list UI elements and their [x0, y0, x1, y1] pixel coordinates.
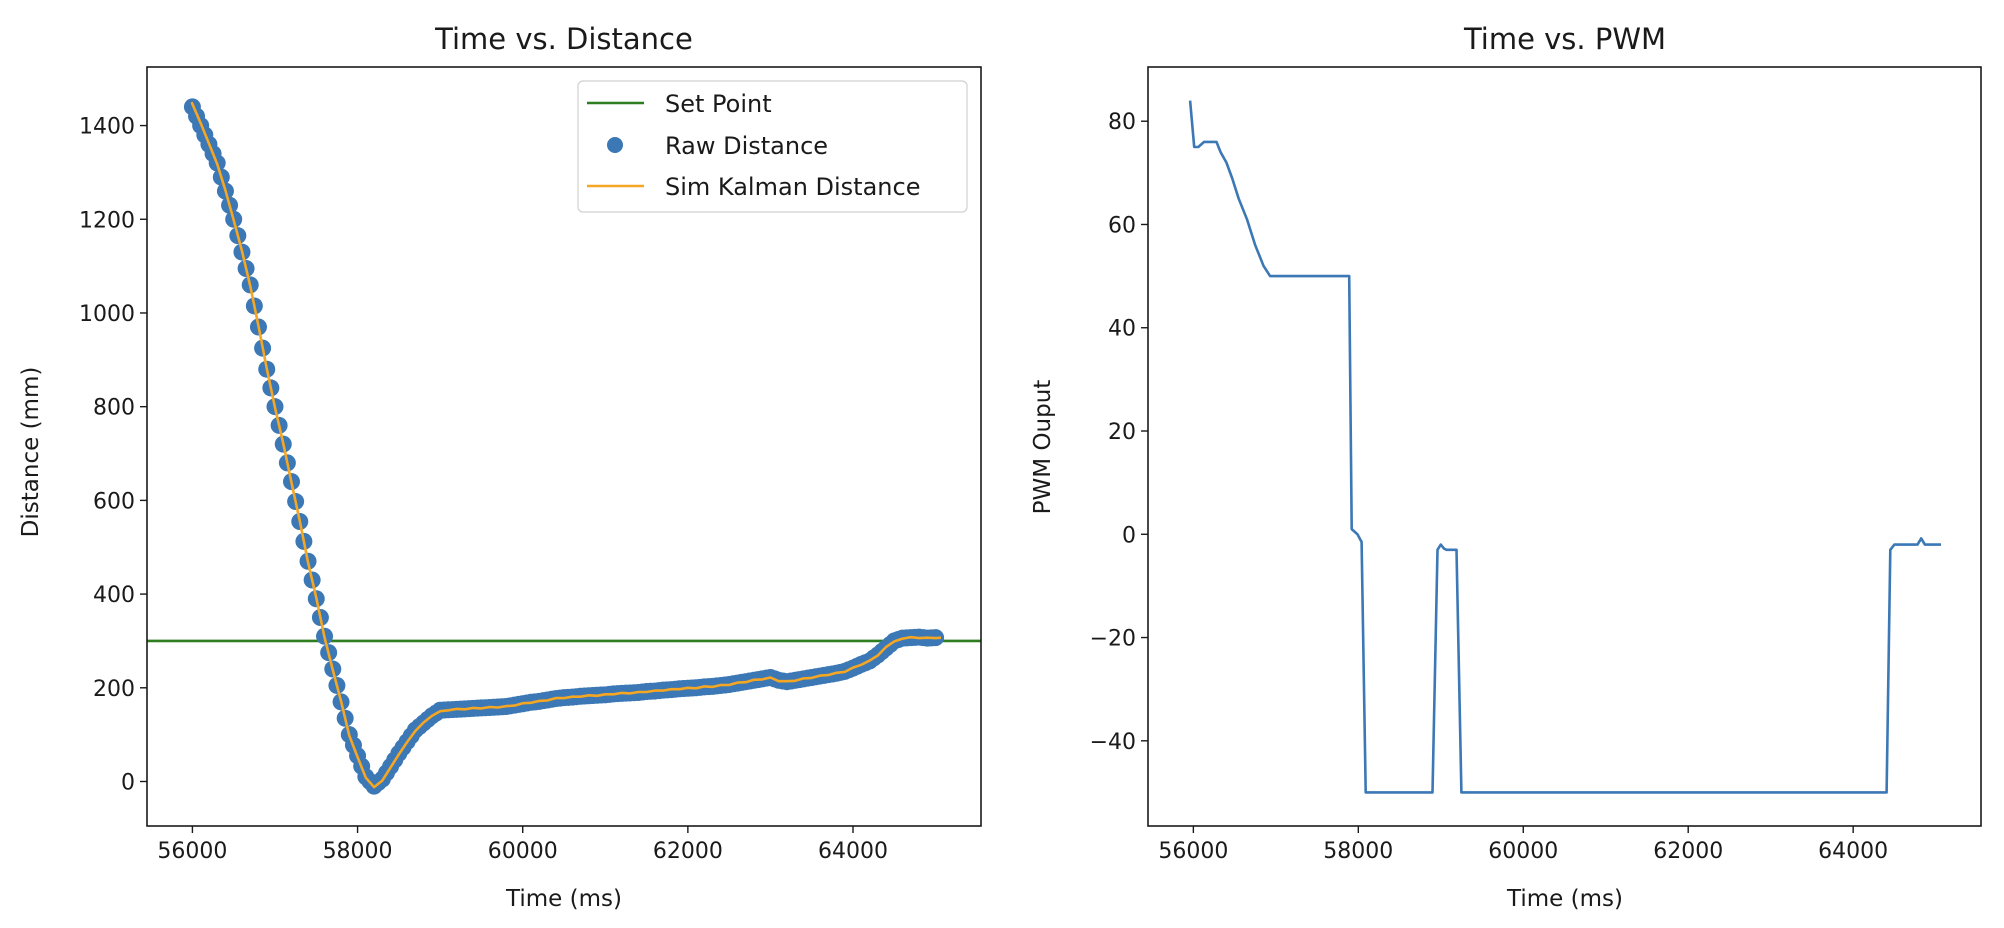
pwm-x-tick-label: 64000: [1818, 839, 1888, 864]
pwm-line: [1188, 100, 1941, 794]
sim-kalman-distance-line: [190, 101, 942, 789]
pwm-x-tick-label: 60000: [1488, 839, 1558, 864]
legend-raw-distance-swatch: [607, 137, 623, 153]
pwm-x-tick-label: 58000: [1323, 839, 1393, 864]
distance-plot-y-ticks: 0 200 400 600 800 1000 1200 1400: [79, 115, 147, 795]
pwm-plot-title: Time vs. PWM: [1463, 22, 1666, 56]
distance-plot-y-label: Distance (mm): [18, 367, 44, 538]
distance-y-tick-label: 1000: [79, 302, 135, 327]
pwm-plot-y-ticks: −40 −20 0 20 40 60 80: [1090, 110, 1148, 755]
distance-x-tick-label: 56000: [157, 839, 227, 864]
pwm-y-tick-label: −40: [1090, 730, 1136, 755]
legend-box: [577, 80, 968, 213]
pwm-plot-x-label: Time (ms): [1506, 886, 1623, 912]
pwm-y-tick-label: −20: [1090, 627, 1136, 652]
distance-x-tick-label: 62000: [653, 839, 723, 864]
distance-y-tick-label: 800: [93, 396, 135, 421]
distance-legend: Set Point Raw Distance Sim Kalman Distan…: [577, 80, 968, 213]
distance-x-tick-label: 60000: [488, 839, 558, 864]
pwm-y-tick-label: 80: [1108, 110, 1136, 135]
distance-y-tick-label: 600: [93, 489, 135, 514]
distance-y-tick-label: 1400: [79, 115, 135, 140]
pwm-plot-x-ticks: 56000 58000 60000 62000 64000: [1158, 826, 1888, 864]
pwm-plot: Time vs. PWM 56000 58000 60000 62000 64000 −…: [1030, 22, 1982, 912]
distance-plot-x-ticks: 56000 58000 60000 62000 64000: [157, 826, 888, 864]
distance-plot-x-label: Time (ms): [505, 886, 622, 912]
distance-series-group: [147, 98, 981, 795]
distance-plot: Time vs. Distance 56000 58000 60000 62000 64…: [18, 22, 982, 912]
pwm-y-tick-label: 40: [1108, 317, 1136, 342]
distance-plot-marks: [147, 98, 981, 795]
pwm-x-tick-label: 56000: [1158, 839, 1228, 864]
distance-y-tick-label: 200: [93, 677, 135, 702]
pwm-plot-marks: [1188, 100, 1941, 794]
distance-y-tick-label: 400: [93, 583, 135, 608]
pwm-y-tick-label: 0: [1122, 523, 1136, 548]
pwm-y-tick-label: 20: [1108, 420, 1136, 445]
legend-raw-distance-label: Raw Distance: [665, 132, 828, 160]
pwm-plot-frame: [1147, 66, 1982, 827]
distance-y-tick-label: 1200: [79, 208, 135, 233]
distance-x-tick-label: 58000: [323, 839, 393, 864]
distance-y-tick-label: 0: [121, 770, 135, 795]
legend-set-point-label: Set Point: [665, 90, 772, 118]
distance-plot-frame: [146, 66, 982, 827]
pwm-y-tick-label: 60: [1108, 213, 1136, 238]
distance-plot-title: Time vs. Distance: [434, 22, 693, 56]
pwm-plot-y-label: PWM Ouput: [1030, 380, 1056, 515]
legend-kalman-label: Sim Kalman Distance: [665, 173, 920, 201]
pwm-series-group: [1188, 100, 1941, 794]
pwm-x-tick-label: 62000: [1653, 839, 1723, 864]
distance-x-tick-label: 64000: [818, 839, 888, 864]
